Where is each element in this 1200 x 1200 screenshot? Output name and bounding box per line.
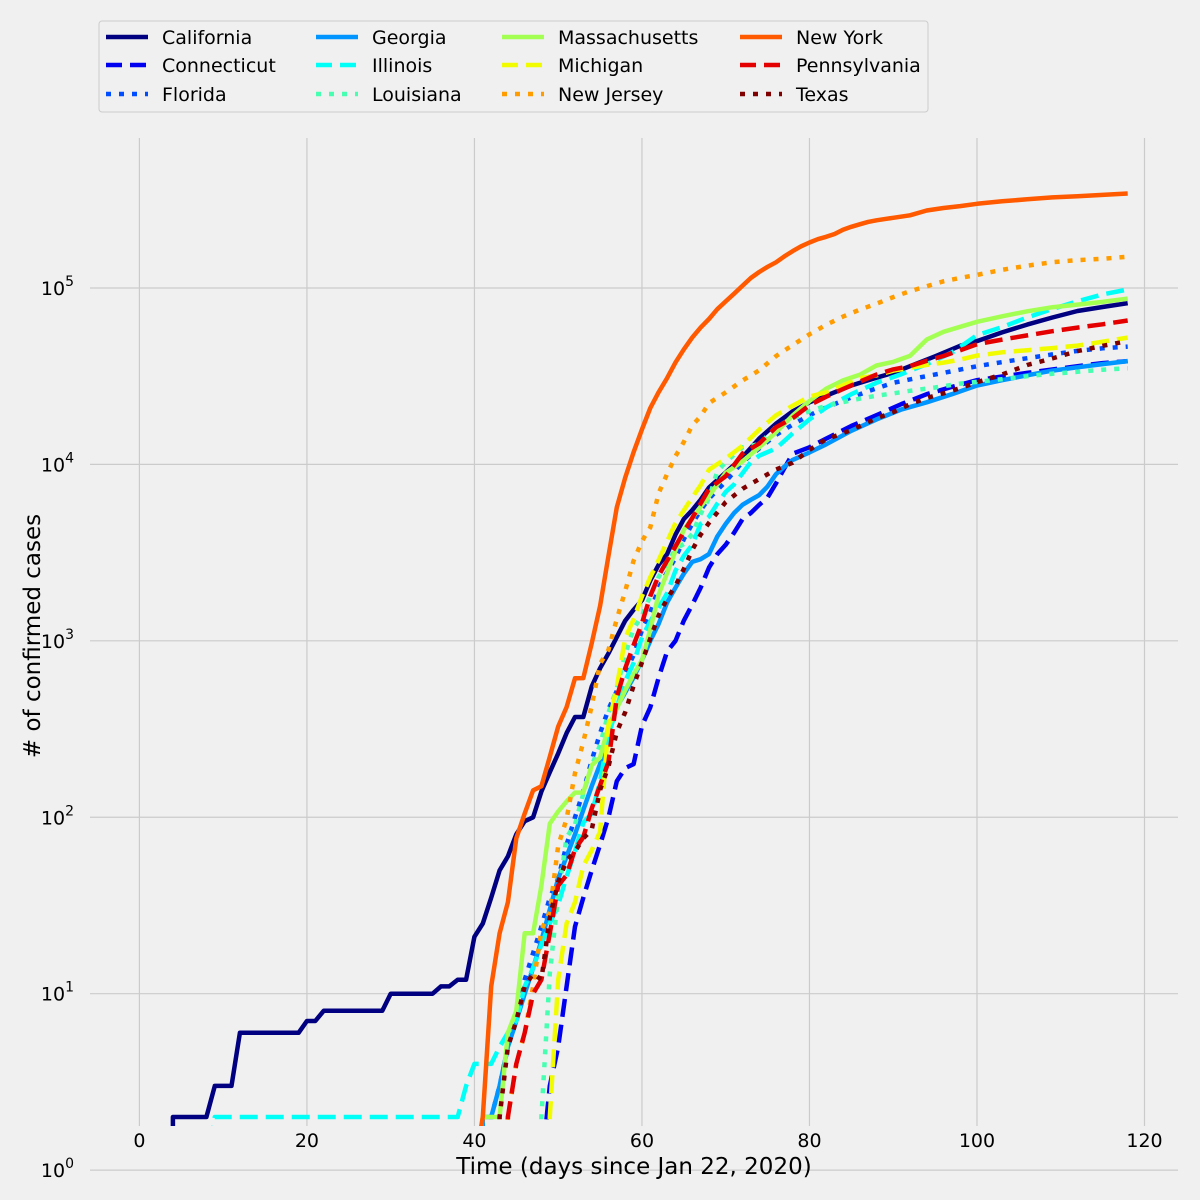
- y-tick-label: 103: [41, 627, 74, 653]
- series-line-michigan: [547, 335, 1129, 1126]
- x-tick-label: 100: [959, 1130, 995, 1152]
- y-tick-label: 105: [41, 274, 74, 300]
- legend-label-new-york: New York: [796, 27, 883, 49]
- x-axis-label: Time (days since Jan 22, 2020): [455, 1154, 811, 1180]
- series-lines: [170, 191, 1129, 1126]
- legend-label-california: California: [162, 27, 252, 49]
- series-line-georgia: [480, 358, 1128, 1126]
- y-tick-label: 102: [41, 803, 74, 829]
- x-tick-label: 60: [630, 1130, 654, 1152]
- series-line-pennsylvania: [505, 318, 1129, 1126]
- legend-label-louisiana: Louisiana: [372, 84, 462, 106]
- y-axis-ticks: 100 101 102 103 104 105: [41, 274, 74, 1182]
- series-line-texas: [497, 338, 1129, 1126]
- x-tick-label: 40: [462, 1130, 486, 1152]
- legend-label-massachusetts: Massachusetts: [558, 27, 698, 49]
- x-tick-label: 80: [797, 1130, 821, 1152]
- series-line-new-york: [479, 191, 1128, 1126]
- y-axis-label: # of confirmed cases: [20, 514, 46, 758]
- x-axis-ticks: 0 20 40 60 80 100 120: [133, 1130, 1162, 1152]
- x-tick-label: 0: [133, 1130, 145, 1152]
- x-tick-label: 20: [295, 1130, 319, 1152]
- legend: California Connecticut Florida Georgia Illin…: [98, 20, 929, 113]
- legend-label-connecticut: Connecticut: [162, 55, 276, 77]
- legend-label-texas: Texas: [795, 84, 849, 106]
- y-tick-label: 104: [41, 450, 74, 476]
- series-line-new-jersey: [504, 254, 1128, 1126]
- legend-label-illinois: Illinois: [372, 55, 432, 77]
- series-line-connecticut: [543, 358, 1128, 1126]
- x-tick-label: 120: [1126, 1130, 1162, 1152]
- legend-label-pennsylvania: Pennsylvania: [796, 55, 921, 77]
- legend-label-new-jersey: New Jersey: [558, 84, 663, 106]
- series-line-illinois: [211, 287, 1129, 1126]
- legend-label-michigan: Michigan: [558, 55, 643, 77]
- y-tick-label: 101: [41, 980, 74, 1006]
- y-tick-label: 100: [41, 1156, 74, 1182]
- legend-label-florida: Florida: [162, 84, 227, 106]
- legend-label-georgia: Georgia: [372, 27, 447, 49]
